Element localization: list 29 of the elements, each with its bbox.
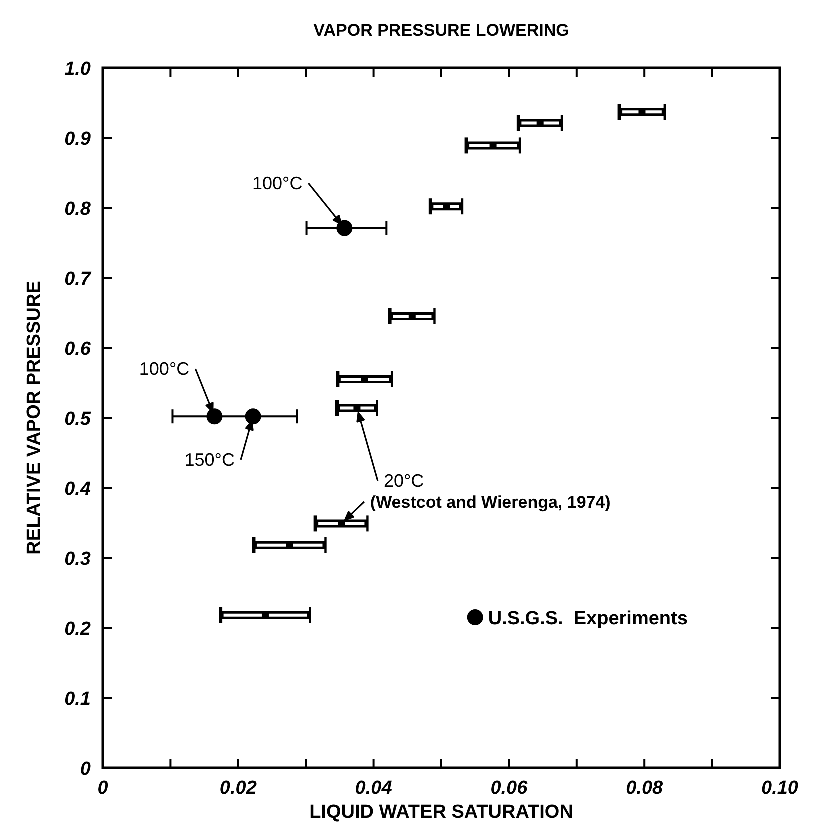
chart-title: VAPOR PRESSURE LOWERING [314,21,570,40]
y-tick-label: 0 [80,759,92,780]
x-axis-title: LIQUID WATER SATURATION [310,802,574,823]
annotation: (Westcot and Wierenga, 1974) [370,493,611,512]
y-tick-label: 1.0 [64,59,92,80]
y-tick-label: 0.5 [64,409,92,430]
point [336,220,353,236]
y-tick-label: 0.3 [64,549,92,570]
y-tick-label: 0.8 [64,199,92,220]
y-tick-label: 0.6 [64,339,92,360]
y-tick-label: 0.9 [64,129,92,150]
x-tick-label: 0.06 [490,778,528,799]
legend-label: U.S.G.S. Experiments [488,608,688,630]
annotation: 150°C [184,450,236,470]
y-tick-label: 0.2 [64,619,92,640]
annotation: 100°C [139,359,190,379]
annotation: 20°C [384,471,424,491]
y-tick-label: 0.7 [64,269,92,290]
x-tick-label: 0 [98,778,109,799]
y-axis-title: RELATIVE VAPOR PRESSURE [24,281,45,555]
point [245,408,262,425]
x-tick-label: 0.08 [626,778,664,799]
point [206,408,223,425]
x-tick-label: 0.10 [762,778,799,799]
x-tick-label: 0.02 [220,778,258,799]
x-tick-label: 0.04 [355,778,393,799]
y-tick-label: 0.4 [64,479,92,500]
y-tick-label: 0.1 [64,689,91,710]
annotation: 100°C [252,174,303,194]
